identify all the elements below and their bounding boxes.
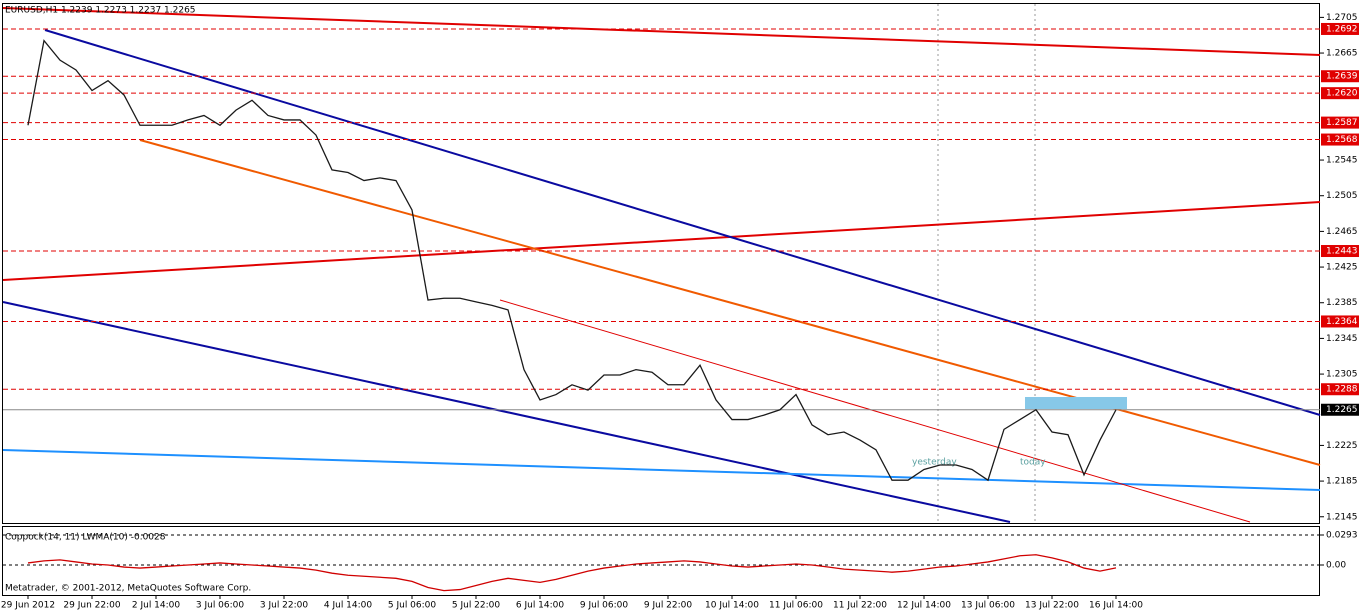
y-tick-label: 1.2465 [1326,227,1358,237]
price-level-label: 1.2364 [1326,317,1358,327]
x-tick-label: 5 Jul 22:00 [452,601,501,611]
price-level-label: 1.2443 [1326,247,1358,257]
price-level-label: 1.2288 [1326,385,1358,395]
y-tick-label: 1.2705 [1326,13,1358,23]
price-level-box [1321,245,1359,258]
y-tick-label: 1.2545 [1326,156,1358,166]
trend-line [2,7,1321,56]
x-tick-label: 5 Jul 06:00 [388,601,437,611]
x-tick-label: 3 Jul 06:00 [196,601,245,611]
indicator-title: Coppock(14, 11) LWMA(10) -0.0028 [5,533,166,543]
main-panel-frame [2,3,1320,524]
price-line [27,39,1117,482]
y-tick-label: 1.2145 [1326,512,1358,522]
y-tick-label: 1.2185 [1326,477,1358,487]
price-line [27,554,1117,592]
price-level-label: 1.2692 [1326,24,1358,34]
channel-line [2,301,1011,523]
price-level-box [1321,383,1359,396]
annotation: yesterday [912,458,957,468]
price-level-label: 1.2620 [1326,89,1358,99]
y-tick-label: 1.2385 [1326,298,1358,308]
x-tick-label: 29 Jun 2012 [1,601,55,611]
price-level-box [1321,315,1359,328]
y-tick-label: 0.00 [1326,560,1346,570]
x-tick-label: 29 Jun 22:00 [63,601,120,611]
x-tick-label: 3 Jul 22:00 [260,601,309,611]
y-tick-label: 1.2345 [1326,334,1358,344]
channel-line [44,29,1321,416]
x-tick-label: 6 Jul 14:00 [516,601,565,611]
price-level-box [1321,22,1359,35]
x-tick-label: 11 Jul 06:00 [769,601,823,611]
trend-line [139,139,1321,466]
x-tick-label: 10 Jul 14:00 [705,601,759,611]
price-level-box [1321,87,1359,100]
zone [1025,397,1127,409]
x-tick-label: 13 Jul 22:00 [1025,601,1079,611]
last-price-box [1321,403,1359,416]
x-tick-label: 9 Jul 06:00 [580,601,629,611]
x-tick-label: 13 Jul 06:00 [961,601,1015,611]
price-level-label: 1.2568 [1326,135,1358,145]
price-level-box [1321,70,1359,83]
x-tick-label: 4 Jul 14:00 [324,601,373,611]
y-tick-label: 1.2505 [1326,191,1358,201]
x-tick-label: 16 Jul 14:00 [1089,601,1143,611]
price-level-label: 1.2587 [1326,118,1358,128]
x-tick-label: 11 Jul 22:00 [833,601,887,611]
y-tick-label: 1.2665 [1326,49,1358,59]
y-tick-label: 0.0293 [1326,530,1358,540]
price-level-box [1321,116,1359,129]
y-tick-label: 1.2305 [1326,370,1358,380]
x-tick-label: 9 Jul 22:00 [644,601,693,611]
last-price-label: 1.2265 [1326,405,1358,415]
y-tick-label: 1.2425 [1326,263,1358,273]
chart-title: EURUSD,H1 1.2239 1.2273 1.2237 1.2265 [5,6,196,16]
x-tick-label: 2 Jul 14:00 [132,601,181,611]
trend-line [499,299,1251,523]
trend-line [2,449,1321,491]
trend-line [2,201,1321,281]
footer: Metatrader, © 2001-2012, MetaQuotes Soft… [5,584,251,594]
x-tick-label: 12 Jul 14:00 [897,601,951,611]
annotation: today [1020,458,1046,468]
indicator-panel-frame [2,526,1320,596]
y-tick-label: 1.2225 [1326,441,1358,451]
price-level-box [1321,133,1359,146]
price-level-label: 1.2639 [1326,72,1358,82]
